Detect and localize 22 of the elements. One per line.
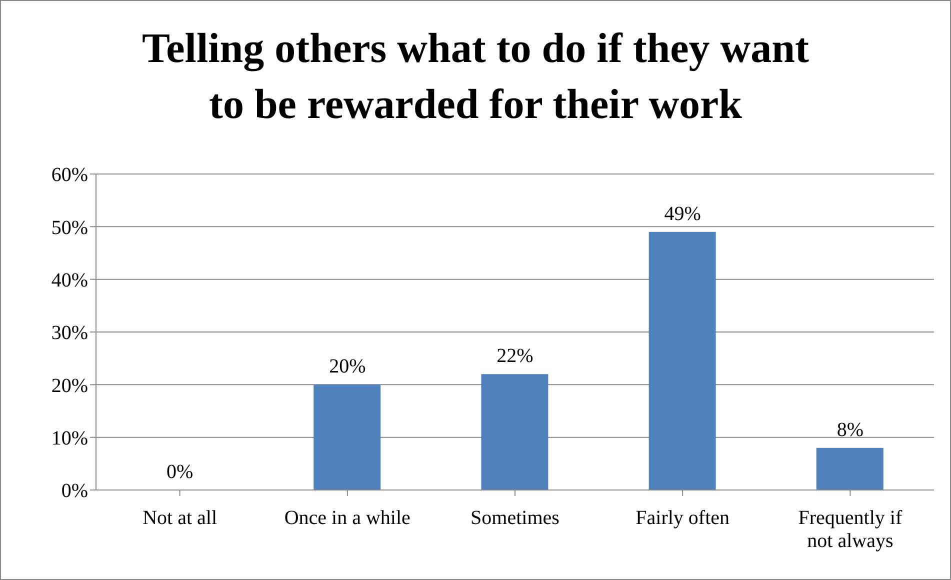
x-tick-label: Fairly often	[636, 507, 730, 529]
data-label: 49%	[664, 202, 701, 225]
x-tick-label: Sometimes	[470, 507, 560, 529]
bar	[648, 232, 716, 490]
y-tick-label: 10%	[51, 427, 88, 450]
data-label: 8%	[836, 418, 864, 441]
y-tick-label: 50%	[51, 216, 88, 239]
bar	[314, 384, 381, 490]
y-tick-label: 20%	[51, 374, 88, 397]
y-tick-label: 60%	[51, 164, 88, 186]
data-label: 22%	[496, 345, 534, 368]
x-tick-label: Not at all	[142, 507, 218, 529]
data-label: 0%	[166, 461, 194, 483]
data-label: 20%	[329, 356, 366, 378]
bar	[816, 448, 884, 490]
chart-title: Telling others what to do if they want to be rewarded for their work	[141, 25, 810, 130]
y-tick-label: 30%	[51, 322, 88, 344]
x-tick-label: Frequently if not always	[798, 507, 902, 552]
y-tick-label: 0%	[61, 480, 88, 502]
y-tick-label: 40%	[51, 269, 88, 292]
x-tick-label: Once in a while	[284, 507, 411, 529]
bar	[481, 374, 548, 490]
